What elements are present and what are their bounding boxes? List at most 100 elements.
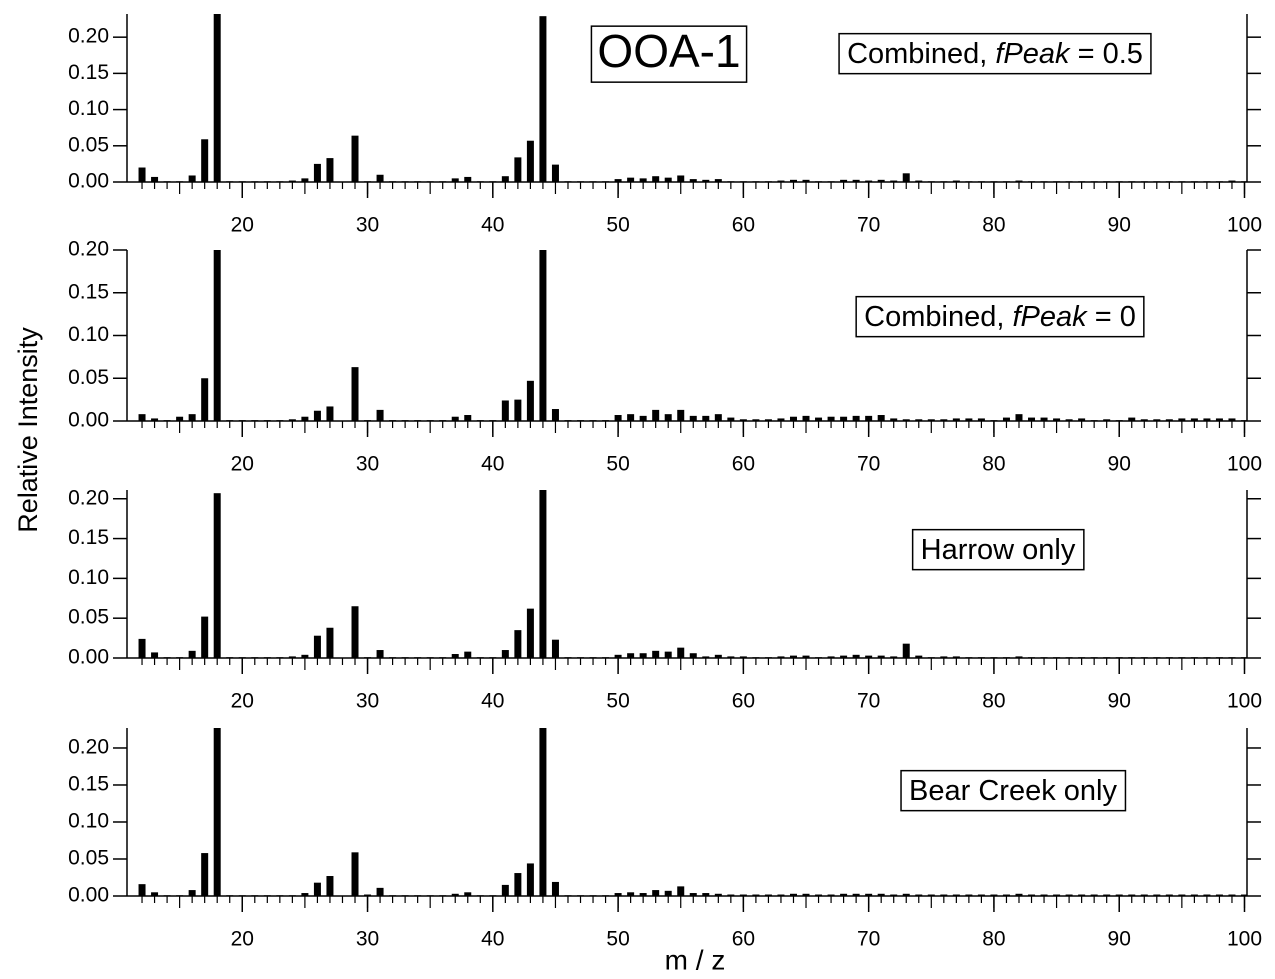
bar: [789, 655, 797, 658]
bar: [852, 654, 860, 658]
bar: [439, 420, 447, 421]
bar: [263, 181, 271, 182]
bar: [489, 895, 497, 896]
bar: [1228, 418, 1236, 421]
bar: [1103, 181, 1111, 182]
bar: [915, 894, 923, 896]
x-tick-label: 90: [1108, 453, 1131, 476]
annotation-part: = 0.5: [1070, 38, 1143, 70]
x-tick-label: 40: [481, 690, 504, 713]
x-tick-label: 70: [857, 214, 880, 237]
bar: [489, 420, 497, 421]
bar: [940, 181, 948, 182]
bar: [263, 657, 271, 658]
bar: [677, 886, 685, 896]
bar: [451, 178, 459, 182]
x-tick-label: 80: [982, 690, 1005, 713]
bar: [1040, 181, 1048, 182]
y-tick-label: 0.20: [68, 486, 109, 509]
bar: [1165, 657, 1173, 658]
bar: [865, 893, 873, 896]
bar: [163, 895, 171, 896]
annotation-part: Bear Creek only: [909, 775, 1117, 807]
bar: [890, 894, 898, 896]
bar: [764, 894, 772, 896]
bar: [1215, 181, 1223, 182]
bar: [201, 139, 209, 182]
bar: [1203, 657, 1211, 658]
bar: [326, 627, 334, 658]
bar: [890, 418, 898, 421]
bar: [877, 893, 885, 896]
bar: [639, 178, 647, 182]
bar: [902, 643, 910, 658]
x-tick-label: 30: [356, 214, 379, 237]
bar: [1240, 420, 1247, 421]
bar: [815, 181, 823, 182]
annotation-part: Harrow only: [921, 534, 1076, 566]
bar: [251, 181, 259, 182]
bar: [627, 414, 635, 421]
x-tick-label: 30: [356, 690, 379, 713]
bar: [739, 656, 747, 658]
bar: [313, 163, 321, 182]
bar: [1115, 657, 1123, 658]
bar: [1028, 894, 1036, 896]
bar: [664, 177, 672, 182]
bar: [1090, 420, 1098, 421]
bar: [176, 657, 184, 658]
bar: [401, 181, 409, 182]
bar: [1015, 414, 1023, 421]
bar: [188, 414, 196, 421]
bar: [301, 416, 309, 421]
panel: 0.00 0.05 0.10 0.15 0.20 20 30 40 50 60 70 80 90 100 C…: [68, 14, 1262, 237]
annotation-box: [855, 295, 1145, 338]
bar: [501, 400, 509, 421]
bar: [564, 895, 572, 896]
bar: [414, 181, 422, 182]
bar: [464, 892, 472, 896]
bar: [514, 157, 522, 182]
y-tick-label: 0.00: [68, 170, 109, 193]
bar: [689, 893, 697, 896]
bar: [151, 892, 159, 896]
bar: [990, 420, 998, 421]
bar: [539, 490, 547, 658]
bars: [138, 490, 1247, 658]
y-tick-label: 0.05: [68, 847, 109, 870]
bar: [1190, 418, 1198, 421]
bar: [1215, 657, 1223, 658]
bar: [689, 179, 697, 182]
bar: [915, 180, 923, 182]
bar: [238, 895, 246, 896]
x-tick-label: 50: [606, 453, 629, 476]
bar: [389, 657, 397, 658]
bar: [752, 419, 760, 421]
bar: [940, 419, 948, 421]
bar: [627, 177, 635, 182]
bar: [927, 657, 935, 658]
bar: [577, 420, 585, 421]
bar: [389, 181, 397, 182]
y-tick-label: 0.10: [68, 97, 109, 120]
bar: [627, 653, 635, 658]
bar: [789, 893, 797, 896]
bar: [163, 420, 171, 421]
bar: [564, 657, 572, 658]
bar: [915, 419, 923, 421]
bar: [288, 419, 296, 421]
bar: [1002, 894, 1010, 896]
x-axis-label: m / z: [665, 944, 726, 975]
x-tick-label: 100: [1227, 453, 1262, 476]
bar: [451, 893, 459, 896]
bar: [577, 181, 585, 182]
bar: [313, 410, 321, 421]
y-tick-label: 0.10: [68, 810, 109, 833]
bar: [176, 895, 184, 896]
bar: [464, 651, 472, 658]
bar: [226, 420, 234, 421]
bar: [151, 418, 159, 421]
bar: [602, 657, 610, 658]
bar: [702, 415, 710, 421]
bar: [977, 657, 985, 658]
